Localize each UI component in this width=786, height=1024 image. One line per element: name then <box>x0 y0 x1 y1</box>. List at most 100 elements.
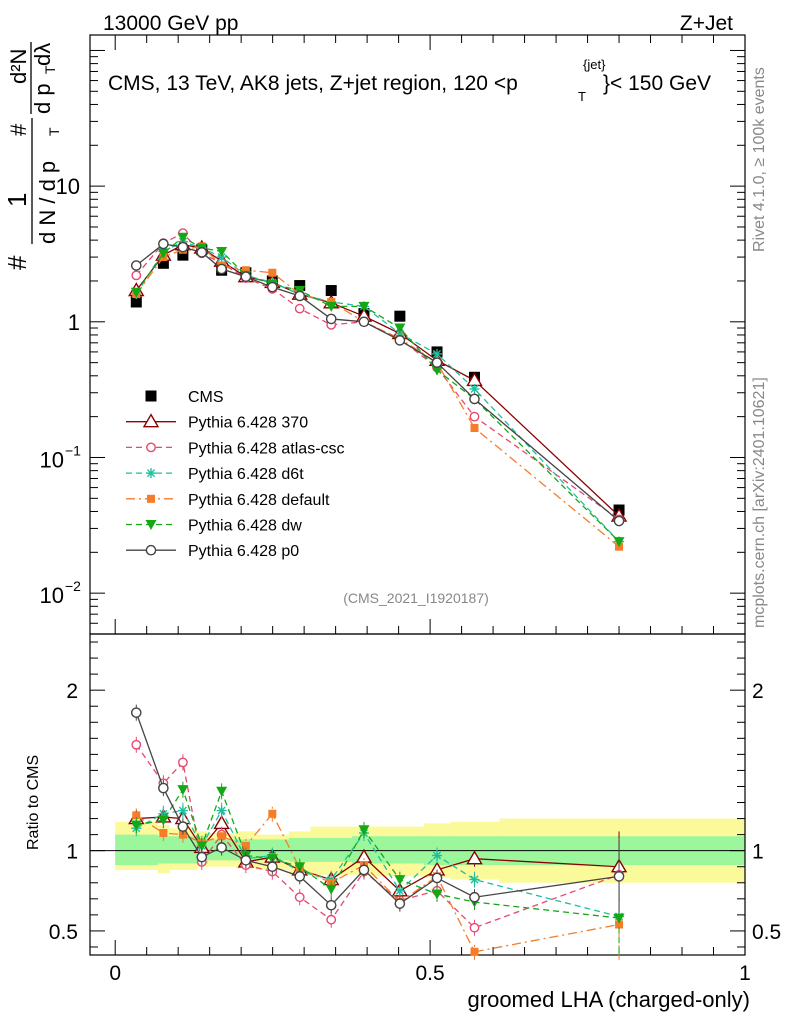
marker-default <box>470 947 479 956</box>
marker-d6t <box>432 348 443 359</box>
title-subscript: T <box>578 89 586 104</box>
x-tick-label: 0.5 <box>415 962 444 985</box>
title-text: CMS, 13 TeV, AK8 jets, Z+jet region, 120… <box>108 72 518 95</box>
marker-p0 <box>394 335 406 346</box>
marker-p0 <box>216 263 227 275</box>
marker-d6t <box>432 850 443 861</box>
marker-default <box>268 268 277 277</box>
marker-default <box>615 920 624 929</box>
legend-marker-p0 <box>145 544 157 556</box>
legend-label-p0: Pythia 6.428 p0 <box>188 543 299 560</box>
marker-p0 <box>394 898 406 909</box>
d6t-marker-stroke <box>432 851 442 860</box>
legend-item-default: Pythia 6.428 default <box>126 492 330 509</box>
legend-item-p0: Pythia 6.428 p0 <box>126 543 299 560</box>
ratio-y-axis-label: Ratio to CMS <box>25 755 42 850</box>
marker-dw <box>325 884 337 895</box>
legend-marker-d6t <box>146 468 156 479</box>
marker-dw <box>358 825 370 836</box>
y-label-hash: # <box>6 123 31 136</box>
marker-p0 <box>267 861 278 873</box>
d6t-marker-stroke <box>470 384 479 393</box>
collision-label: 13000 GeV pp <box>103 12 238 35</box>
x-tick-label: 0 <box>109 962 121 985</box>
marker-p0 <box>325 313 337 325</box>
series-line-default <box>135 812 620 953</box>
marker-p0 <box>325 899 337 911</box>
y-label-d2n: d²N <box>6 49 31 84</box>
marker-default <box>241 841 250 850</box>
marker-atlas <box>131 739 142 750</box>
marker-p0 <box>358 316 370 328</box>
series-line-dw <box>136 788 620 919</box>
legend-marker-p370 <box>142 413 160 428</box>
marker-p0 <box>196 851 208 863</box>
y-label-dpt: d p <box>30 83 55 114</box>
marker-default <box>132 811 141 820</box>
legend-label-d6t: Pythia 6.428 d6t <box>188 466 304 483</box>
series-line-d6t <box>135 240 620 543</box>
marker-p0 <box>240 855 252 866</box>
legend-item-cms: CMS <box>145 389 224 406</box>
marker-p0 <box>216 842 227 853</box>
marker-p0 <box>158 238 169 250</box>
marker-dw <box>130 820 142 831</box>
y-tick-label-10: 10 <box>56 174 80 199</box>
ratio-y-tick-label-right: 0.5 <box>752 921 781 944</box>
y-label-prefix: # <box>2 255 32 270</box>
legend-item-dw: Pythia 6.428 dw <box>126 518 302 535</box>
y-tick-exponent-minus2: −2 <box>65 578 81 594</box>
marker-dw <box>177 785 189 796</box>
title-superscript: {jet} <box>583 57 606 72</box>
marker-atlas <box>177 757 188 768</box>
legend-marker-cms <box>145 390 157 402</box>
marker-atlas <box>469 922 480 933</box>
d6t-marker-stroke <box>217 806 226 815</box>
y-tick-label-10-minus2: 10 <box>40 583 64 608</box>
series-p0-ratio <box>130 704 625 914</box>
marker-default <box>241 266 250 275</box>
marker-atlas <box>294 303 305 314</box>
marker-p0 <box>130 707 142 718</box>
uncertainty-band-green <box>157 836 170 864</box>
marker-p0 <box>358 864 370 876</box>
marker-d6t <box>469 383 480 394</box>
uncertainty-band-green <box>115 834 158 866</box>
marker-dw <box>196 841 208 852</box>
marker-p0 <box>431 872 443 884</box>
marker-d6t <box>216 805 227 816</box>
marker-cms <box>177 249 189 261</box>
legend: CMS Pythia 6.428 370 Pythia 6.428 atlas-cs… <box>126 389 345 560</box>
y-tick-label-1: 1 <box>68 310 80 335</box>
ratio-y-tick-label: 0.5 <box>49 921 78 944</box>
series-line-d6t <box>135 809 620 918</box>
marker-dw <box>394 875 406 886</box>
d6t-marker-stroke <box>178 806 187 815</box>
marker-cms <box>325 285 337 297</box>
marker-p0 <box>130 260 142 271</box>
marker-p370 <box>466 850 483 865</box>
marker-p0 <box>613 515 625 527</box>
d6t-marker-stroke <box>217 253 226 262</box>
marker-dw <box>157 815 169 826</box>
marker-p0 <box>240 271 252 283</box>
uncertainty-band-green <box>289 837 311 862</box>
marker-d6t <box>177 805 188 816</box>
marker-p0 <box>294 871 306 882</box>
y-label-one: 1 <box>2 193 32 207</box>
d6t-marker-stroke <box>395 886 404 895</box>
marker-p0 <box>294 290 306 302</box>
marker-dw <box>431 365 443 376</box>
marker-dw <box>358 301 370 312</box>
legend-item-p370: Pythia 6.428 370 <box>126 413 308 432</box>
uncertainty-band-green <box>310 837 353 862</box>
marker-dw <box>216 786 228 797</box>
y-label-denominator-sub: T <box>46 127 62 136</box>
series-line-dw <box>135 236 620 543</box>
series-p0-main <box>130 238 625 527</box>
marker-p0 <box>469 393 480 405</box>
legend-item-d6t: Pythia 6.428 d6t <box>126 466 304 483</box>
legend-label-p370: Pythia 6.428 370 <box>188 415 308 432</box>
y-label-denominator: d N / d p <box>35 161 60 244</box>
